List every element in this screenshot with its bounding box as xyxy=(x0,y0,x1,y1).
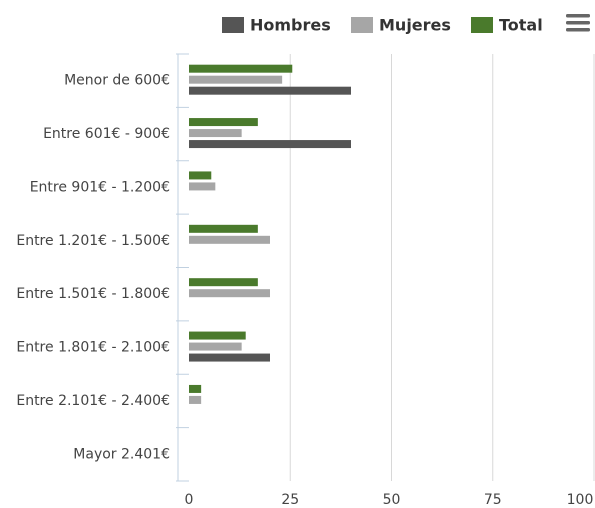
bar xyxy=(189,171,212,180)
legend-swatch xyxy=(471,17,493,33)
bar xyxy=(189,182,216,191)
legend-label: Total xyxy=(499,16,543,35)
bar xyxy=(189,331,246,340)
x-tick-label: 0 xyxy=(185,492,194,508)
y-tick-label: Entre 601€ - 900€ xyxy=(43,126,170,142)
y-tick-label: Menor de 600€ xyxy=(64,73,170,89)
bar xyxy=(189,278,258,287)
x-tick-label: 100 xyxy=(567,492,594,508)
y-tick-label: Entre 1.801€ - 2.100€ xyxy=(16,340,170,356)
bar xyxy=(189,118,258,127)
bar xyxy=(189,224,258,233)
menu-bar xyxy=(566,28,590,32)
y-tick-label: Entre 901€ - 1.200€ xyxy=(30,179,170,195)
y-tick-label: Entre 1.501€ - 1.800€ xyxy=(16,286,170,302)
legend-label: Hombres xyxy=(250,16,331,35)
legend-swatch xyxy=(222,17,244,33)
bar xyxy=(189,86,351,95)
menu-bar xyxy=(566,14,590,18)
menu-bar xyxy=(566,21,590,25)
y-tick-label: Entre 1.201€ - 1.500€ xyxy=(16,233,170,249)
bar xyxy=(189,384,202,393)
bar xyxy=(189,353,270,362)
x-tick-label: 25 xyxy=(281,492,299,508)
legend-swatch xyxy=(351,17,373,33)
menu-icon[interactable] xyxy=(566,14,590,32)
y-tick-label: Mayor 2.401€ xyxy=(73,446,170,462)
x-tick-label: 50 xyxy=(383,492,401,508)
legend-label: Mujeres xyxy=(379,16,451,35)
bar xyxy=(189,395,202,404)
bar xyxy=(189,140,351,149)
bar xyxy=(189,289,270,298)
bar xyxy=(189,129,242,138)
y-tick-label: Entre 2.101€ - 2.400€ xyxy=(16,393,170,409)
x-tick-label: 75 xyxy=(484,492,502,508)
bar xyxy=(189,235,270,244)
bar xyxy=(189,342,242,351)
bar xyxy=(189,75,283,84)
bar xyxy=(189,64,293,73)
